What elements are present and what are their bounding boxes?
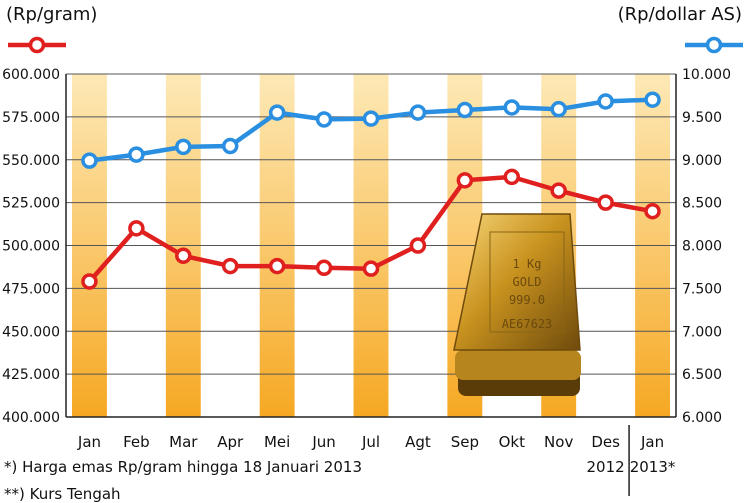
legend-exchange-rate-marker: [705, 36, 723, 54]
exchange-rate-point: [175, 138, 192, 156]
left-tick-label: 550.000: [2, 153, 60, 169]
right-tick-label: 9.000: [682, 153, 722, 169]
x-tick-year-label: 2013*: [630, 458, 676, 476]
x-tick-label: Jan: [640, 433, 664, 451]
x-tick-label: Feb: [123, 433, 150, 451]
gold-price-point: [644, 202, 661, 220]
footnote-exchange-rate: **) Kurs Tengah: [4, 485, 121, 503]
gold-bar-stamp-text: 1 Kg: [513, 257, 542, 271]
gold-price-point: [175, 247, 192, 265]
right-tick-label: 9.500: [682, 110, 722, 126]
right-tick-label: 8.500: [682, 196, 722, 212]
gold-price-point: [409, 237, 427, 254]
exchange-rate-point: [221, 137, 239, 155]
gold-bar-layer: [455, 350, 581, 380]
right-tick-label: 6.000: [682, 410, 722, 426]
gold-bar-image: 1 Kg GOLD 999.0 AE67623: [453, 213, 581, 396]
x-tick-label: Mei: [264, 433, 290, 451]
exchange-rate-point: [503, 99, 521, 116]
x-tick-label: Okt: [499, 433, 525, 451]
gold-price-point: [597, 194, 614, 211]
right-tick-label: 6.500: [682, 367, 722, 383]
gold-price-point: [268, 257, 286, 275]
left-tick-label: 475.000: [2, 281, 60, 297]
exchange-rate-point: [128, 146, 145, 163]
gold-price-point: [128, 220, 145, 237]
gold-price-point: [456, 172, 474, 189]
x-tick-label: Apr: [217, 433, 244, 451]
x-tick-label: Agt: [405, 433, 431, 451]
x-tick-label: Nov: [544, 433, 573, 451]
left-tick-label: 450.000: [2, 324, 60, 340]
right-axis-title: (Rp/dollar AS): [617, 4, 742, 25]
legend-gold-price-marker: [28, 36, 46, 54]
gold-bar-stamp-text: GOLD: [513, 275, 542, 289]
right-tick-label: 7.000: [682, 324, 722, 340]
left-tick-label: 575.000: [2, 110, 60, 126]
exchange-rate-point: [550, 100, 567, 118]
left-tick-label: 425.000: [2, 367, 60, 383]
footnote-gold-price: *) Harga emas Rp/gram hingga 18 Januari …: [4, 458, 362, 476]
left-axis-title: (Rp/gram): [6, 4, 98, 25]
left-tick-label: 600.000: [2, 67, 60, 83]
x-tick-label: Des: [591, 433, 620, 451]
gold-bar-body: [453, 213, 581, 351]
x-tick-year-label: 2012: [587, 458, 625, 476]
gold-price-point: [550, 182, 567, 199]
left-tick-label: 400.000: [2, 410, 60, 426]
x-tick-label: Jan: [77, 433, 101, 451]
gold-price-point: [315, 259, 333, 277]
gold-price-point: [221, 257, 239, 275]
left-tick-label: 500.000: [2, 239, 60, 255]
exchange-rate-point: [268, 104, 286, 121]
legend-gold-price: [8, 36, 66, 54]
x-tick-label: Jun: [311, 433, 335, 451]
exchange-rate-point: [81, 152, 98, 169]
gold-price-point: [81, 273, 98, 290]
right-tick-label: 10.000: [682, 67, 731, 83]
x-tick-label: Mar: [169, 433, 198, 451]
gold-bar-stamp-frame: [489, 231, 565, 333]
left-tick-label: 525.000: [2, 196, 60, 212]
gold-price-point: [362, 260, 380, 277]
legend-exchange-rate: [685, 36, 743, 54]
right-tick-label: 8.000: [682, 239, 722, 255]
x-tick-label: Sep: [451, 433, 479, 451]
exchange-rate-point: [644, 91, 661, 108]
x-tick-label: Jul: [361, 433, 380, 451]
exchange-rate-point: [315, 111, 333, 128]
exchange-rate-point: [409, 104, 427, 121]
exchange-rate-point: [597, 93, 614, 110]
exchange-rate-point: [456, 101, 474, 119]
gold-bar-stamp-text: 999.0: [509, 293, 545, 307]
gold-price-point: [503, 168, 521, 186]
gold-bar-stamp-text: AE67623: [502, 317, 553, 331]
exchange-rate-point: [362, 110, 380, 127]
right-tick-label: 7.500: [682, 281, 722, 297]
